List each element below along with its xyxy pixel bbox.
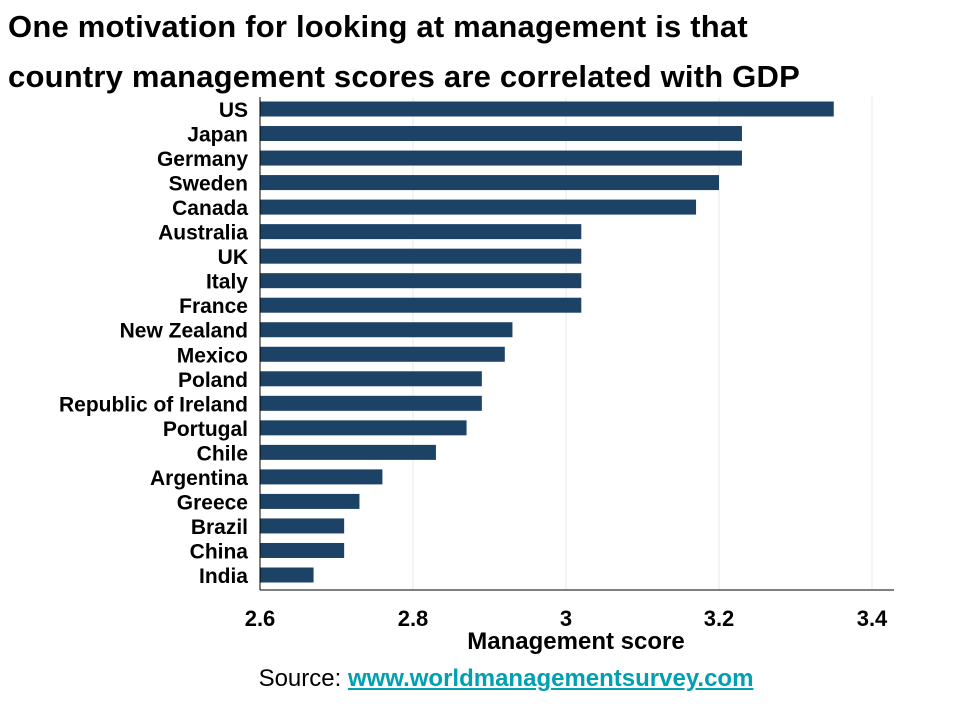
bar (260, 126, 742, 142)
bar (260, 297, 582, 313)
chart-title-line-1: One motivation for looking at management… (8, 9, 748, 44)
category-label: UK (218, 246, 248, 269)
bar (260, 518, 345, 534)
category-label: Poland (178, 369, 248, 392)
x-tick-label: 3 (560, 606, 572, 631)
category-label: Japan (187, 124, 248, 147)
bar (260, 101, 834, 117)
category-label: India (199, 565, 248, 588)
bar (260, 420, 467, 436)
bar (260, 175, 719, 191)
source-link[interactable]: www.worldmanagementsurvey.com (347, 665, 754, 692)
bar (260, 199, 697, 215)
bar (260, 469, 383, 485)
category-label: Australia (158, 222, 248, 245)
category-label: Canada (172, 197, 248, 220)
bar (260, 322, 513, 338)
x-axis-title: Management score (467, 628, 685, 655)
chart-title-line-2: country management scores are correlated… (8, 59, 800, 94)
x-tick-label: 2.6 (245, 606, 276, 631)
source-label: Source: (258, 665, 342, 692)
category-label: Brazil (191, 516, 248, 539)
bar (260, 444, 436, 460)
bar (260, 248, 582, 264)
category-label: Republic of Ireland (59, 393, 248, 416)
bar (260, 493, 360, 509)
chart-title: One motivation for looking at management… (8, 2, 958, 102)
bar (260, 395, 482, 411)
category-label: US (219, 99, 248, 122)
category-label: Germany (157, 148, 248, 171)
category-label: New Zealand (120, 320, 248, 343)
x-tick-label: 3.4 (857, 606, 888, 631)
bar (260, 150, 742, 166)
bar (260, 224, 582, 240)
category-label: Argentina (150, 467, 248, 490)
x-tick-label: 2.8 (398, 606, 429, 631)
category-label: Mexico (177, 344, 248, 367)
category-label: France (179, 295, 248, 318)
bar (260, 371, 482, 387)
category-label: Chile (197, 442, 248, 465)
bar (260, 542, 345, 558)
bar (260, 567, 314, 583)
category-label: Sweden (169, 173, 248, 196)
source-line: Source: www.worldmanagementsurvey.com (0, 665, 960, 693)
bar (260, 346, 505, 362)
bar (260, 273, 582, 289)
category-label: Greece (177, 491, 248, 514)
category-label: Italy (206, 271, 248, 294)
x-tick-label: 3.2 (704, 606, 735, 631)
category-label: Portugal (163, 418, 248, 441)
category-label: China (190, 540, 249, 563)
